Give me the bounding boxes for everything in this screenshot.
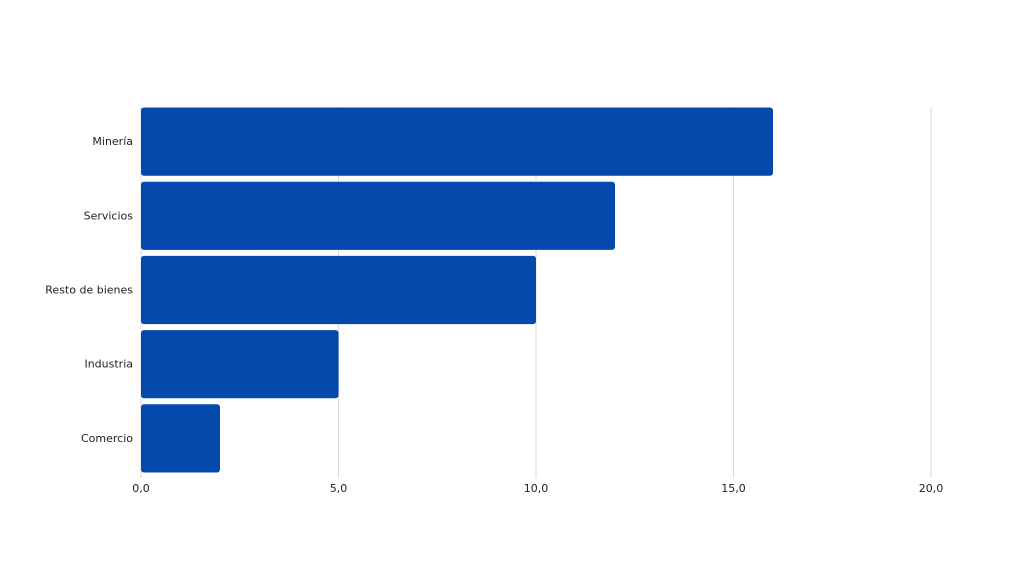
- bar: [141, 330, 339, 399]
- y-tick-label: Resto de bienes: [45, 284, 133, 297]
- x-tick-label: 20,0: [919, 482, 944, 495]
- x-tick-label: 5,0: [330, 482, 348, 495]
- y-tick-label: Minería: [92, 135, 133, 148]
- y-tick-label: Servicios: [84, 209, 134, 222]
- bar: [141, 107, 773, 176]
- y-tick-label: Industria: [84, 358, 133, 371]
- bar: [141, 404, 220, 473]
- x-tick-label: 10,0: [524, 482, 549, 495]
- bar: [141, 255, 536, 325]
- y-tick-label: Comercio: [81, 432, 133, 445]
- x-tick-label: 15,0: [721, 482, 746, 495]
- bar: [141, 181, 615, 250]
- x-tick-label: 0,0: [132, 482, 150, 495]
